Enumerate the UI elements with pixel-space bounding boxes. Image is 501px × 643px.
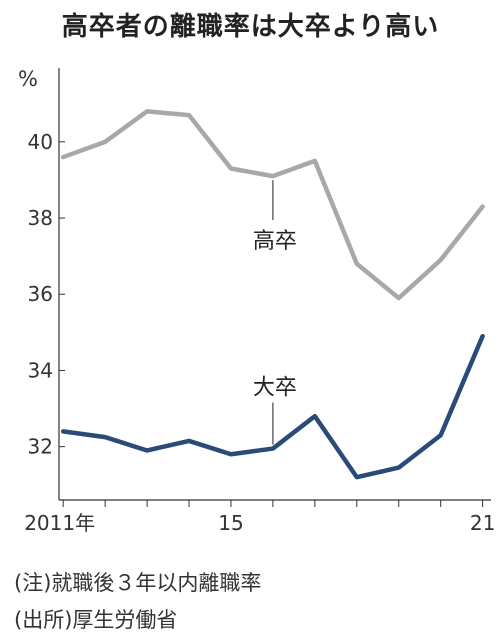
- x-tick-label: 2011年: [24, 511, 95, 535]
- series-label: 大卒: [253, 376, 297, 401]
- y-tick-label: 40: [28, 130, 53, 154]
- footnote: (注)就職後３年以内離職率: [14, 571, 262, 595]
- series-label: 高卒: [253, 229, 297, 254]
- x-tick-label: 21: [470, 511, 495, 535]
- y-tick-label: 36: [28, 282, 53, 306]
- series-line-高卒: [60, 109, 485, 301]
- y-unit-label: %: [18, 67, 38, 91]
- y-tick-label: 32: [28, 435, 53, 459]
- series-line-大卒: [60, 333, 485, 480]
- y-tick-label: 34: [28, 358, 53, 382]
- source-note: (出所)厚生労働省: [14, 608, 178, 632]
- chart-title: 高卒者の離職率は大卒より高い: [61, 12, 440, 42]
- x-tick-label: 15: [218, 511, 243, 535]
- y-tick-label: 38: [28, 206, 53, 230]
